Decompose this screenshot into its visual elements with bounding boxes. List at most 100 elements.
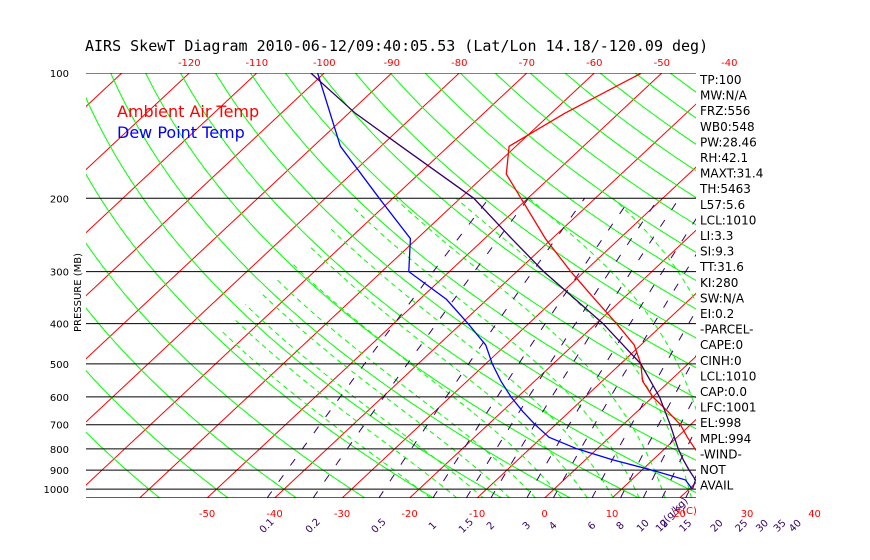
x-axis-unit-label: T(C) [675, 506, 697, 517]
mixing-ratio-tick-label: 30 [754, 518, 771, 535]
moist-adiabat-line [612, 197, 696, 304]
pressure-tick-labels: 100 200 300 400 500 600 700 800 900 1000 [44, 69, 69, 496]
isotherm-line [86, 73, 460, 423]
mixing-ratio-line [591, 310, 696, 498]
isotherm-line [611, 418, 696, 498]
mixing-ratio-tick-label: 25 [734, 518, 751, 535]
mixing-ratio-tick-label: 0.2 [304, 517, 323, 536]
isotherm-line [139, 73, 595, 498]
mixing-ratio-tick-label: 2 [485, 520, 497, 532]
moist-adiabat-line [220, 329, 431, 498]
stability-index-item: WB0:548 [700, 120, 755, 134]
stability-index-item: TH:5463 [699, 182, 751, 196]
moist-adiabat-line [259, 291, 510, 498]
dry-adiabat-line [494, 73, 696, 226]
mixing-ratio-line [762, 198, 870, 498]
moist-adiabat-line [274, 277, 536, 498]
stability-index-item: EL:998 [700, 416, 741, 430]
moist-adiabat-line [290, 261, 562, 498]
mixing-ratio-lines [266, 197, 870, 498]
mixing-ratio-line [378, 198, 586, 498]
pressure-tick-label: 300 [50, 268, 69, 279]
stability-index-item: LI:3.3 [700, 229, 733, 243]
mixing-ratio-tick-label: 10 [635, 518, 652, 535]
stability-index-item: -PARCEL- [700, 323, 754, 337]
moist-adiabat-line [455, 197, 692, 498]
mixing-ratio-line [620, 354, 696, 498]
stability-index-item: CAP:0.0 [700, 385, 747, 399]
dry-adiabat-lines [86, 73, 870, 498]
stability-index-item: SI:9.3 [700, 245, 734, 259]
stability-index-item: CAPE:0 [700, 338, 743, 352]
isotherm-line [86, 73, 190, 171]
isotherm-line [747, 73, 870, 498]
dry-adiabat-line [86, 242, 366, 498]
mixing-ratio-tick-label: 6 [586, 520, 598, 532]
dry-adiabat-line [86, 369, 229, 498]
mixing-ratio-tick-label: 35 [772, 518, 789, 535]
mixing-ratio-tick-label: 1 [427, 520, 439, 532]
stability-index-item: -WIND- [700, 447, 742, 461]
mixing-ratio-tick-label: 15 [678, 518, 695, 535]
mixing-ratio-line [780, 198, 870, 498]
dry-adiabat-line [284, 73, 696, 399]
stability-index-item: SW:N/A [700, 291, 745, 305]
dry-adiabat-line [389, 73, 696, 310]
stability-index-item: AVAIL [700, 479, 734, 493]
moist-adiabat-line [775, 198, 798, 498]
dry-adiabat-line [110, 73, 571, 498]
isotherm-line [409, 229, 696, 498]
mixing-ratio-line [465, 198, 660, 498]
mixing-ratio-tick-label: 8 [615, 520, 627, 532]
dry-adiabat-line [86, 431, 161, 498]
moist-adiabat-line [394, 197, 666, 498]
isotherm-line [544, 355, 696, 498]
top-temperature-tick-label: -80 [451, 58, 467, 69]
moist-adiabat-line [352, 206, 640, 498]
isotherm-lines [0, 73, 870, 498]
dry-adiabat-line [775, 73, 870, 498]
mixing-ratio-line [795, 198, 870, 498]
moist-adiabat-line [850, 198, 870, 498]
bottom-temperature-tick-label: 0 [541, 509, 547, 520]
mixing-ratio-tick-label: 0.5 [370, 517, 389, 536]
dry-adiabat-line [810, 73, 870, 498]
dry-adiabat-line [424, 73, 696, 282]
mixing-ratio-line [742, 198, 870, 498]
stability-index-item: L57:5.6 [700, 198, 745, 212]
stability-index-item: FRZ:556 [700, 104, 750, 118]
isotherm-line [86, 73, 393, 360]
pressure-tick-label: 1000 [44, 485, 69, 496]
stability-index-item: RH:42.1 [700, 151, 748, 165]
stability-index-item: NOT [700, 463, 726, 477]
pressure-tick-label: 100 [50, 69, 69, 80]
series-line-dew-point-temp [316, 73, 693, 490]
bottom-temperature-tick-label: -20 [401, 509, 417, 520]
mixing-ratio-tick-label: 3 [521, 520, 533, 532]
stability-index-item: LCL:1010 [700, 213, 756, 227]
isotherm-line [0, 73, 54, 498]
isotherm-line [274, 103, 696, 498]
moist-adiabat-line [528, 197, 696, 411]
pressure-tick-label: 400 [50, 320, 69, 331]
isotherm-line [86, 73, 123, 108]
isotherm-line [341, 166, 696, 498]
stability-index-item: LFC:1001 [700, 401, 757, 415]
bottom-temperature-tick-label: 40 [808, 509, 821, 520]
moist-adiabat-line [233, 318, 458, 498]
dry-adiabat-line [740, 73, 870, 498]
chart-title: AIRS SkewT Diagram 2010-06-12/09:40:05.5… [85, 37, 708, 55]
moist-adiabat-line [308, 245, 588, 498]
top-temperature-tick-label: -60 [586, 58, 602, 69]
dry-adiabat-line [354, 73, 696, 339]
stability-index-item: MW:N/A [700, 89, 748, 103]
mixing-ratio-line [432, 198, 631, 498]
mixing-ratio-line [642, 393, 696, 498]
top-temperature-tick-label: -110 [245, 58, 268, 69]
pressure-tick-label: 500 [50, 360, 69, 371]
moist-adiabat-line [245, 304, 484, 498]
pressure-gridlines [86, 73, 696, 498]
y-axis-label: PRESSURE (MB) [73, 253, 84, 332]
